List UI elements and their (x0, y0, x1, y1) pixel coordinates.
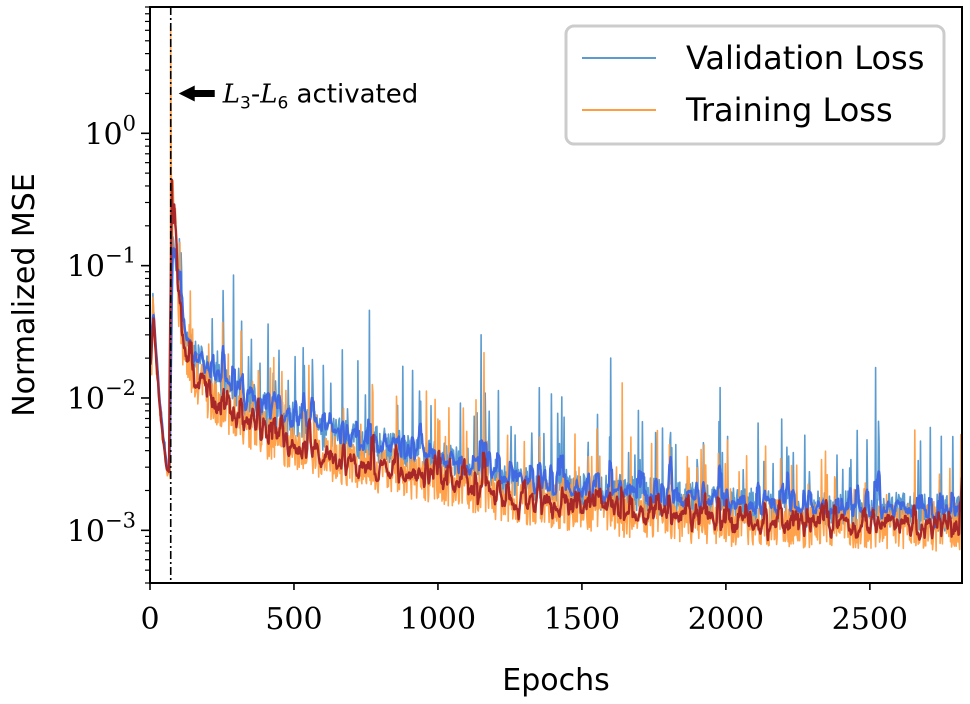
y-axis-title: Normalized MSE (7, 173, 42, 417)
x-tick-label: 500 (265, 602, 322, 637)
annotation-arrow-head (178, 85, 195, 102)
x-tick-label: 2000 (688, 602, 764, 637)
x-tick-label: 0 (140, 602, 159, 637)
series-layer (150, 24, 962, 552)
x-tick-label: 1500 (544, 602, 620, 637)
legend: Validation Loss Training Loss (564, 24, 946, 146)
series-training-smoothed-line (150, 178, 962, 542)
y-tick-label: 10−3 (67, 508, 136, 549)
y-tick-label: 10−2 (67, 376, 136, 417)
series-training-loss-line (150, 24, 962, 552)
x-axis-title: Epochs (502, 663, 610, 698)
legend-label: Validation Loss (686, 39, 924, 77)
series-validation-smoothed-line (150, 247, 962, 529)
legend-box (564, 24, 946, 146)
ticks-layer: 0 500 1000 1500 2000 2500 10−3 10−2 10−1 100 (67, 6, 908, 637)
annotation: L3-L6 activated (178, 79, 419, 113)
legend-label: Training Loss (685, 91, 893, 129)
y-tick-label: 100 (84, 111, 136, 152)
x-tick-label: 1000 (400, 602, 476, 637)
annotation-label: L3-L6 activated (222, 79, 419, 113)
y-tick-label: 10−1 (67, 244, 136, 285)
x-tick-label: 2500 (832, 602, 908, 637)
